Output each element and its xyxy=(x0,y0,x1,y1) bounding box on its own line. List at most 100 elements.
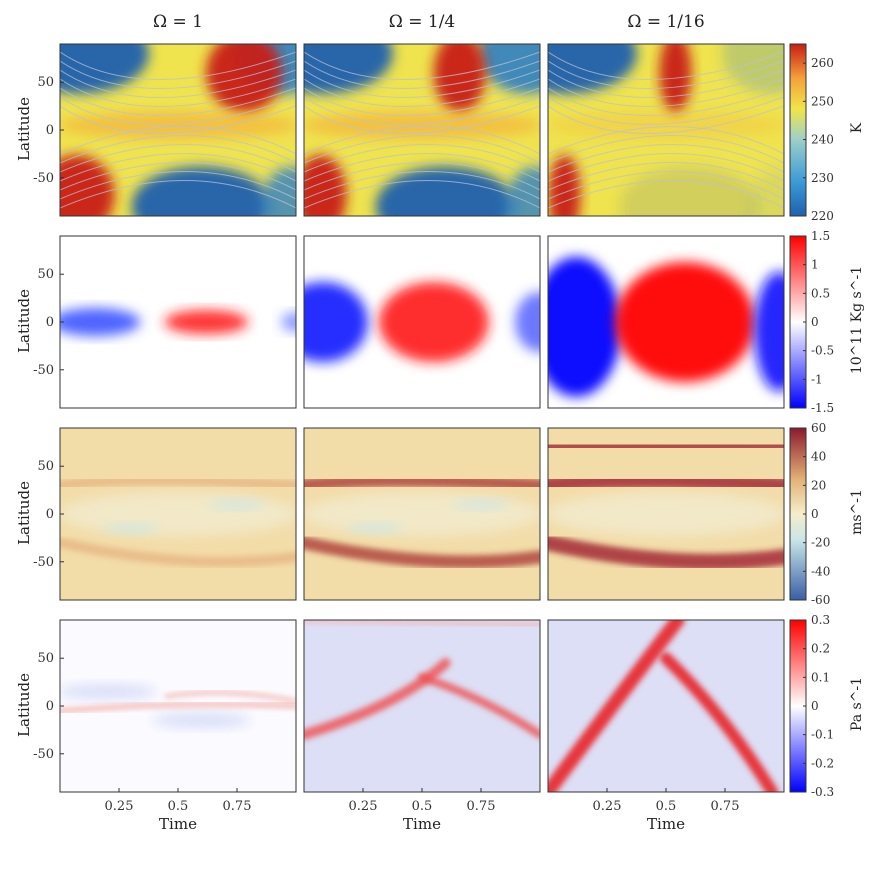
colorbar-label: Pa s^-1 xyxy=(849,676,865,732)
contour-line xyxy=(304,87,540,116)
y-tick-label: -50 xyxy=(33,363,54,378)
jet-south xyxy=(304,536,540,569)
easterly-patch xyxy=(591,523,647,533)
colorbar-tick-label: 0 xyxy=(811,315,819,329)
negative-region xyxy=(281,312,296,332)
warm-region xyxy=(433,44,486,113)
jet-north xyxy=(548,438,784,455)
contour-line xyxy=(304,105,540,134)
y-tick-label: 50 xyxy=(37,459,54,474)
easterly-patch xyxy=(453,499,509,510)
subsidence-region xyxy=(60,683,158,700)
colorbar-tick-label: 0 xyxy=(811,507,819,521)
contour-line xyxy=(60,87,296,116)
x-tick-label: 0.75 xyxy=(467,799,496,814)
easterly-patch xyxy=(697,499,753,509)
cold-region xyxy=(304,44,393,94)
y-axis-label: Latitude xyxy=(15,673,33,737)
ascent-band xyxy=(304,658,451,740)
panel-1-0 xyxy=(60,236,296,408)
warm-band xyxy=(304,111,540,140)
contour-line xyxy=(304,144,540,173)
y-tick-label: 50 xyxy=(37,651,54,666)
colorbar-tick-label: -0.2 xyxy=(811,756,834,770)
panel-2-0 xyxy=(60,428,296,600)
x-tick-label: 0.5 xyxy=(168,799,189,814)
x-tick-label: 0.25 xyxy=(593,799,622,814)
x-tick-label: 0.25 xyxy=(349,799,378,814)
contour-line xyxy=(548,78,784,107)
contour-line xyxy=(60,96,296,125)
contour-line xyxy=(548,69,784,98)
contour-line xyxy=(304,69,540,98)
contour-line xyxy=(60,69,296,98)
warm-region xyxy=(304,154,347,216)
column-title: Ω = 1/4 xyxy=(388,12,456,32)
negative-region xyxy=(754,271,784,392)
ascent-band xyxy=(304,620,540,628)
contour-line xyxy=(548,153,784,182)
cold-region xyxy=(548,44,637,94)
calm-band xyxy=(548,492,784,536)
easterly-patch xyxy=(209,499,265,510)
colorbar-tick-label: 1.5 xyxy=(811,229,830,243)
y-tick-label: -50 xyxy=(33,555,54,570)
colorbar-tick-label: -40 xyxy=(811,564,830,578)
colorbar-tick-label: 240 xyxy=(811,133,834,147)
negative-region xyxy=(304,282,368,362)
contour-line xyxy=(304,171,540,200)
y-axis-label: Latitude xyxy=(15,481,33,545)
colorbar-label: K xyxy=(849,122,865,134)
contour-line xyxy=(304,126,540,155)
contour-line xyxy=(304,153,540,182)
contour-line xyxy=(304,51,540,80)
warm-region xyxy=(659,44,692,113)
calm-band xyxy=(304,492,540,536)
x-axis-label: Time xyxy=(159,815,197,833)
y-axis-label: Latitude xyxy=(15,289,33,353)
contour-line xyxy=(60,126,296,155)
contour-line xyxy=(548,105,784,134)
axes-frame xyxy=(547,235,785,409)
cold-region xyxy=(478,44,540,94)
jet-north xyxy=(60,475,296,491)
contour-line xyxy=(548,162,784,191)
colorbar-label: ms^-1 xyxy=(849,489,865,535)
heatmap-background xyxy=(304,620,540,792)
colorbar-tick-label: 0.1 xyxy=(811,670,830,684)
colorbar-tick-label: 0.2 xyxy=(811,642,830,656)
panel-0-2 xyxy=(548,44,784,216)
colorbar-tick-label: 0.3 xyxy=(811,613,830,627)
ascent-band xyxy=(418,673,540,739)
y-tick-label: 0 xyxy=(46,315,54,330)
y-tick-label: 0 xyxy=(46,699,54,714)
x-tick-label: 0.75 xyxy=(711,799,740,814)
axes-frame xyxy=(303,427,541,601)
panel-0-0 xyxy=(60,44,296,216)
colorbar-tick-label: 250 xyxy=(811,94,834,108)
axes-frame xyxy=(547,43,785,217)
ascent-band xyxy=(164,690,296,704)
y-tick-label: 0 xyxy=(46,123,54,138)
x-tick-label: 0.5 xyxy=(412,799,433,814)
warm-band xyxy=(60,111,296,140)
colorbar-tick-label: -0.1 xyxy=(811,728,834,742)
jet-south xyxy=(60,537,296,567)
contour-line xyxy=(60,180,296,209)
x-axis-label: Time xyxy=(647,815,685,833)
panel-1-1 xyxy=(304,236,540,408)
colorbar-tick-label: 60 xyxy=(811,421,826,435)
x-axis-label: Time xyxy=(403,815,441,833)
contour-line xyxy=(304,135,540,164)
negative-region xyxy=(548,256,622,397)
contour-line xyxy=(548,96,784,125)
y-tick-label: -50 xyxy=(33,747,54,762)
jet-north xyxy=(304,474,540,492)
contour-line xyxy=(60,162,296,191)
axes-frame xyxy=(547,427,785,601)
positive-region xyxy=(614,262,755,382)
contour-line xyxy=(548,171,784,200)
colorbar-tick-label: 230 xyxy=(811,171,834,185)
contour-line xyxy=(60,171,296,200)
